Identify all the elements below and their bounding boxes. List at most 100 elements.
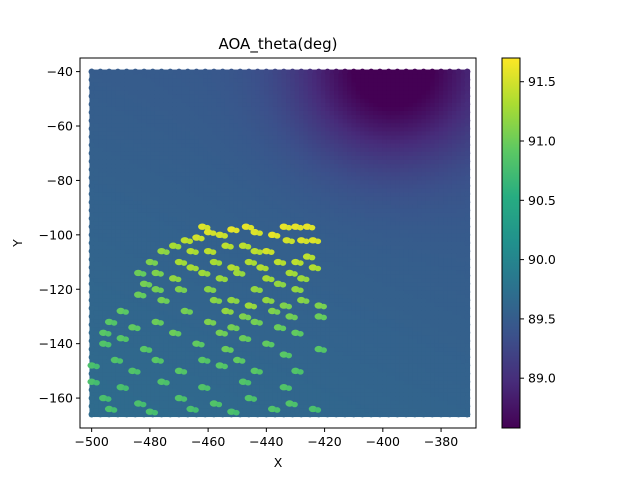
field-cell [93, 310, 99, 316]
field-cell [211, 363, 217, 369]
field-cell [89, 294, 95, 299]
field-cell [246, 118, 252, 124]
field-cell [307, 175, 313, 181]
chart-title: AOA_theta(deg) [219, 35, 338, 54]
field-cell [242, 159, 248, 165]
field-cell [111, 134, 117, 140]
field-cell [150, 338, 156, 344]
field-cell [98, 289, 104, 295]
field-cell [259, 98, 265, 103]
field-cell [133, 98, 139, 103]
field-cell [264, 355, 270, 360]
field-cell [194, 396, 200, 401]
field-cell [255, 106, 261, 111]
field-cell [229, 126, 235, 132]
field-cell [89, 171, 95, 177]
field-cell [102, 200, 108, 205]
field-cell [338, 347, 344, 352]
field-cell [329, 265, 335, 271]
field-cell [290, 408, 296, 413]
field-cell [268, 281, 274, 287]
field-cell [128, 318, 134, 324]
field-cell [251, 298, 257, 303]
field-cell [259, 306, 265, 311]
field-cell [93, 204, 99, 209]
field-cell [329, 183, 335, 189]
field-cell [203, 302, 208, 307]
field-cell [102, 306, 108, 311]
field-cell [168, 379, 174, 385]
field-cell [259, 281, 265, 287]
field-cell [334, 81, 340, 87]
field-cell [320, 245, 326, 250]
field-cell [216, 85, 222, 91]
field-cell [115, 163, 121, 169]
field-cell [294, 151, 300, 156]
field-cell [146, 391, 152, 397]
field-cell [281, 196, 287, 201]
field-cell [181, 281, 187, 287]
field-cell [111, 102, 117, 107]
field-cell [172, 138, 178, 144]
field-cell [141, 175, 147, 181]
field-cell [334, 294, 340, 299]
field-cell [172, 204, 178, 209]
field-cell [272, 138, 278, 144]
field-cell [154, 98, 160, 103]
field-cell [242, 273, 248, 279]
field-cell [229, 261, 235, 267]
field-cell [320, 326, 326, 332]
field-cell [237, 81, 243, 87]
field-cell [246, 330, 252, 336]
field-cell [224, 212, 230, 218]
field-cell [320, 122, 326, 128]
field-cell [93, 151, 99, 156]
field-cell [159, 98, 165, 103]
field-cell [307, 240, 313, 246]
field-cell [303, 249, 309, 254]
field-cell [150, 138, 156, 144]
field-cell [303, 126, 309, 132]
field-cell [329, 171, 335, 177]
field-cell [255, 236, 261, 242]
field-cell [106, 245, 112, 250]
field-cell [233, 175, 239, 181]
field-cell [115, 118, 121, 124]
field-cell [137, 73, 143, 79]
field-cell [211, 73, 217, 79]
field-cell [150, 81, 156, 87]
field-cell [163, 208, 169, 213]
field-cell [281, 391, 287, 397]
field-cell [159, 126, 165, 132]
field-cell [277, 155, 283, 160]
field-cell [141, 98, 147, 103]
field-cell [102, 118, 108, 124]
field-cell [272, 294, 278, 299]
field-cell [128, 126, 134, 132]
field-cell [237, 342, 243, 348]
field-cell [290, 187, 296, 193]
field-cell [203, 355, 208, 360]
field-cell [211, 122, 217, 128]
field-cell [115, 363, 121, 369]
field-cell [150, 383, 156, 389]
field-cell [194, 77, 200, 83]
field-cell [111, 167, 117, 173]
field-cell [172, 106, 178, 111]
field-cell [320, 265, 326, 271]
field-cell [203, 261, 208, 267]
field-cell [146, 208, 152, 213]
field-cell [281, 408, 287, 413]
field-cell [342, 277, 348, 283]
field-cell [229, 85, 235, 91]
field-cell [338, 155, 344, 160]
field-cell [124, 347, 130, 352]
field-cell [220, 73, 226, 79]
field-cell [290, 277, 296, 283]
field-cell [128, 118, 134, 124]
field-cell [102, 204, 108, 209]
field-cell [294, 208, 300, 213]
field-cell [141, 114, 147, 120]
field-cell [124, 273, 130, 279]
field-cell [181, 412, 187, 418]
